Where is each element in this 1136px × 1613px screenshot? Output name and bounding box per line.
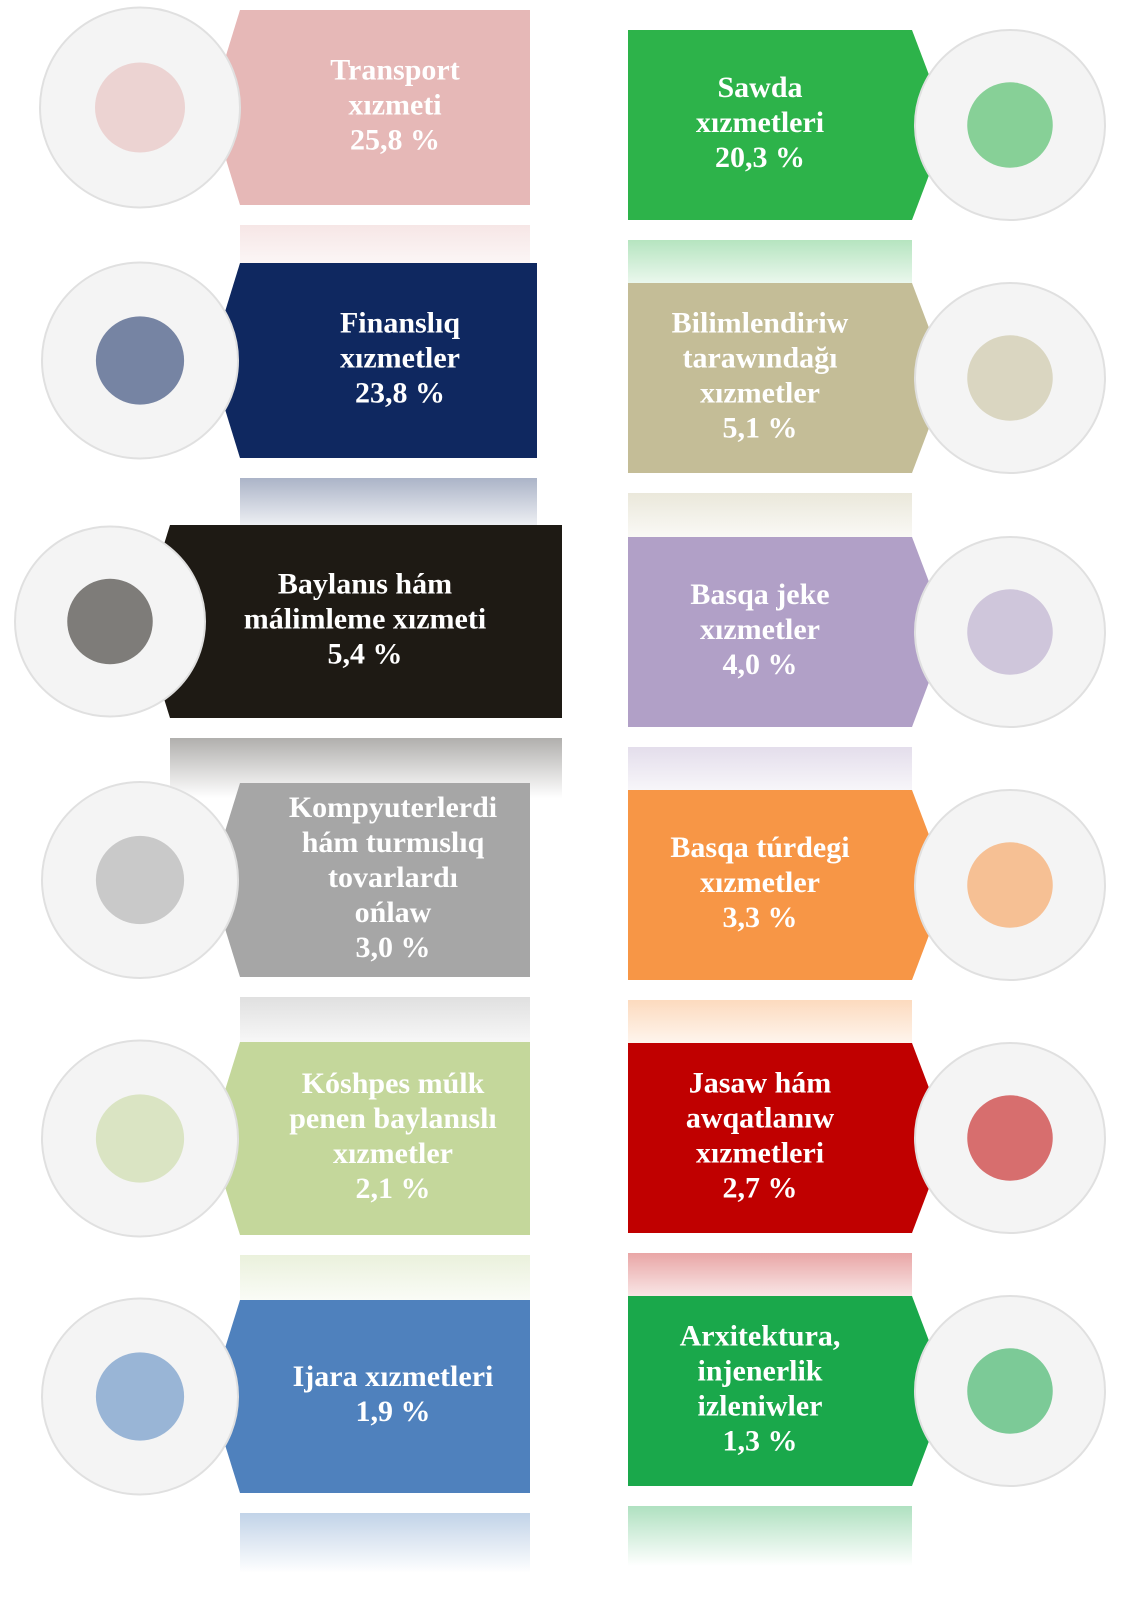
icon [96, 836, 184, 924]
tile-label: izleniwler [698, 1389, 823, 1422]
tile-label: xızmeti [348, 88, 441, 121]
tile-label: xızmetler [340, 341, 460, 374]
tile-value: 3,0 % [356, 931, 431, 964]
tile-label: injenerlik [698, 1354, 823, 1387]
icon [96, 1352, 184, 1440]
icon [67, 579, 153, 665]
tile-label: Finanslıq [340, 306, 460, 339]
tile-label: Baylanıs hám [278, 567, 452, 600]
icon [96, 316, 184, 404]
tile-label: Ijara xızmetleri [293, 1360, 494, 1393]
tile-label: Sawda [717, 71, 802, 104]
tile-value: 25,8 % [350, 123, 440, 156]
icon [967, 335, 1053, 421]
tile-label: málimleme xızmeti [244, 602, 486, 635]
tile-value: 2,7 % [723, 1171, 798, 1204]
icon [95, 63, 185, 153]
icon [96, 1094, 184, 1182]
tile-value: 1,9 % [356, 1395, 431, 1428]
icon [967, 82, 1053, 168]
tile-value: 5,4 % [328, 637, 403, 670]
tile-value: 4,0 % [723, 648, 798, 681]
icon [967, 589, 1053, 675]
reflection [240, 1513, 530, 1573]
tile-label: xızmetleri [696, 1136, 824, 1169]
tile-label: Kóshpes múlk [302, 1067, 485, 1100]
tile-value: 3,3 % [723, 901, 798, 934]
tile-label: awqatlanıw [686, 1101, 835, 1134]
tile-label: penen baylanıslı [289, 1102, 497, 1135]
tile-label: xızmetler [333, 1137, 453, 1170]
icon [967, 842, 1053, 928]
tile-label: tarawındağı [682, 341, 837, 374]
tile-value: 1,3 % [723, 1424, 798, 1457]
tile-label: Jasaw hám [689, 1066, 832, 1099]
tile-label: xızmetler [700, 613, 820, 646]
tile-label: xızmetleri [696, 106, 824, 139]
tile-value: 23,8 % [355, 376, 445, 409]
tile-value: 2,1 % [356, 1172, 431, 1205]
tile-label: Kompyuterlerdi [289, 791, 497, 824]
tile-label: Basqa jeke [690, 578, 829, 611]
tile-label: xızmetler [700, 376, 820, 409]
tile-label: Basqa túrdegi [670, 831, 849, 864]
tile-label: ońlaw [355, 896, 432, 929]
tile-label: tovarlardı [328, 861, 458, 894]
icon [967, 1095, 1053, 1181]
icon [967, 1348, 1053, 1434]
tile-label: hám turmıslıq [302, 826, 485, 859]
tile-value: 5,1 % [723, 411, 798, 444]
tile-value: 20,3 % [715, 141, 805, 174]
infographic: Transportxızmeti25,8 %Finanslıqxızmetler… [0, 0, 1136, 1613]
tile-label: Bilimlendiriw [672, 306, 849, 339]
reflection [628, 1506, 912, 1566]
tile-label: Transport [330, 53, 459, 86]
tile-label: xızmetler [700, 866, 820, 899]
tile-label: Arxitektura, [680, 1319, 841, 1352]
